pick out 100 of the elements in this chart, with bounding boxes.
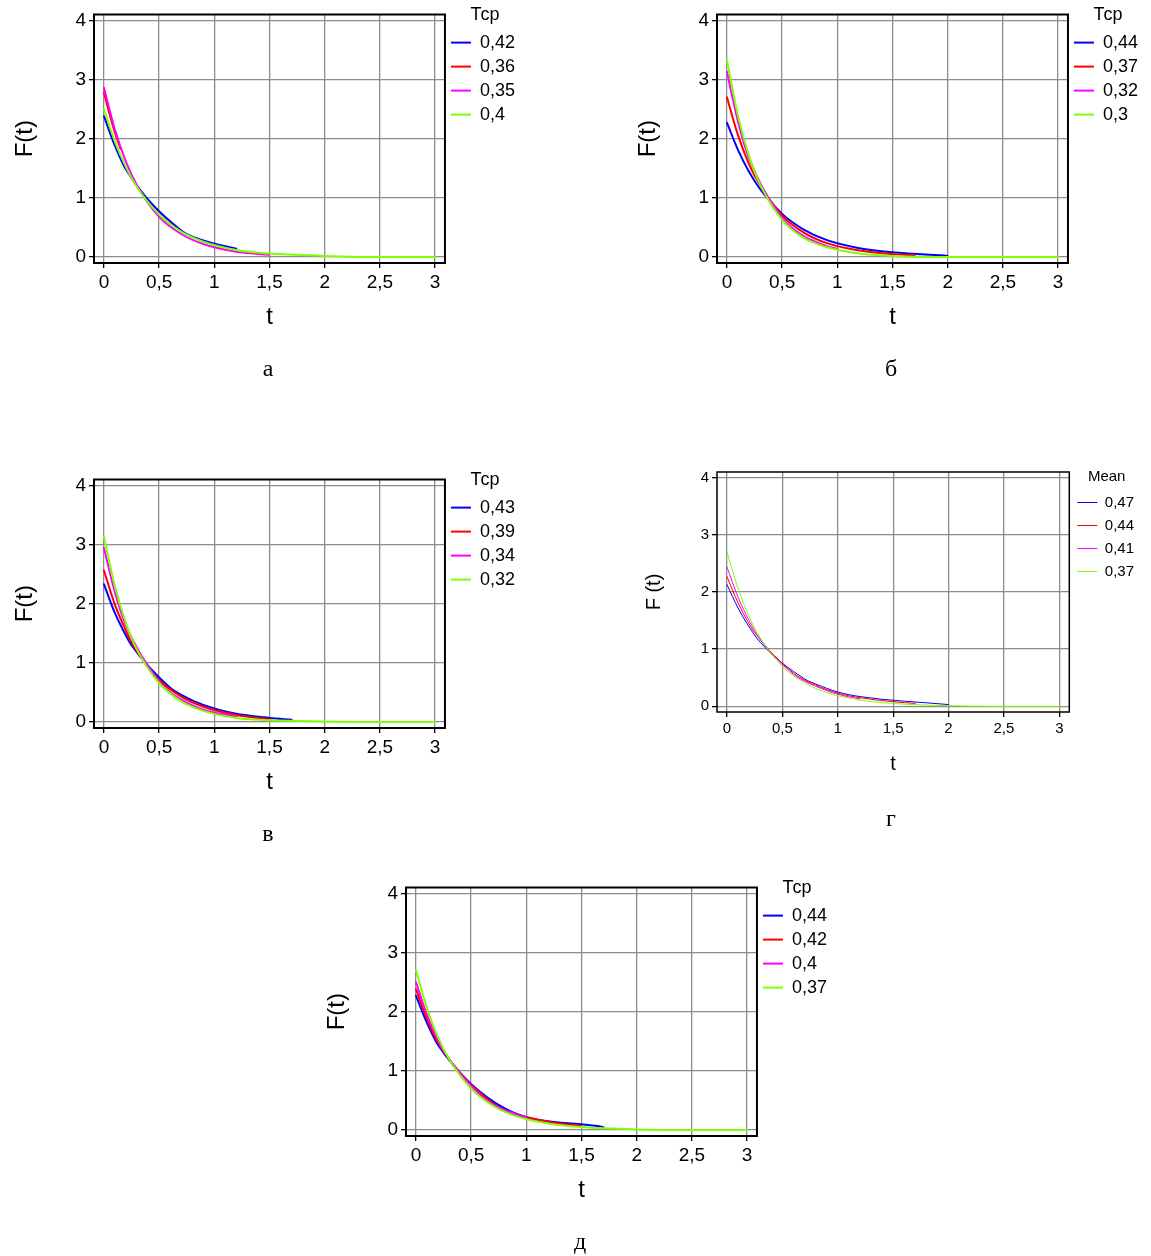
y-tick-label: 3 <box>387 940 398 962</box>
y-tick-label: 4 <box>387 881 399 903</box>
x-tick-label: 0 <box>410 1143 422 1165</box>
x-tick-label: 1,5 <box>882 719 904 737</box>
line-series <box>102 108 437 259</box>
x-tick-label: 0,5 <box>771 719 793 737</box>
y-axis-title: F(t) <box>10 585 38 623</box>
x-tick-label: 0,5 <box>768 270 796 292</box>
x-tick-label: 2,5 <box>993 719 1015 737</box>
y-tick-label: 2 <box>698 126 709 148</box>
legend-label: 0,3 <box>1102 103 1128 124</box>
legend-title: Тср <box>782 876 812 897</box>
x-tick-label: 2 <box>319 735 330 757</box>
legend-title: Mean <box>1087 466 1126 484</box>
line-series <box>726 566 861 700</box>
legend-label: 0,44 <box>1102 31 1139 52</box>
x-tick-label: 3 <box>429 270 441 292</box>
line-series <box>725 121 949 257</box>
y-tick-label: 2 <box>75 591 86 613</box>
y-tick-label: 0 <box>700 696 709 714</box>
y-tick-label: 1 <box>698 186 709 208</box>
legend-label: 0,35 <box>479 79 516 100</box>
text: а <box>262 355 274 381</box>
line-series <box>102 547 238 718</box>
x-tick-label: 2,5 <box>678 1143 706 1165</box>
y-tick-label: 0 <box>387 1118 398 1140</box>
line-series <box>725 70 839 250</box>
legend-label: 0,37 <box>1102 55 1139 76</box>
y-axis-title: F(t) <box>322 993 350 1031</box>
y-tick-label: 2 <box>75 126 86 148</box>
x-tick-label: 2,5 <box>366 270 394 292</box>
y-tick-label: 1 <box>387 1059 398 1081</box>
legend-label: 0,37 <box>791 976 828 997</box>
x-axis-title: t <box>578 1175 586 1203</box>
x-tick-label: 1 <box>209 735 220 757</box>
line-series <box>725 96 916 257</box>
y-tick-label: 3 <box>75 67 86 89</box>
x-tick-label: 1 <box>832 270 843 292</box>
y-tick-label: 4 <box>75 473 87 495</box>
text: г <box>886 805 896 831</box>
line-series <box>725 58 1060 259</box>
x-tick-label: 1 <box>521 1143 532 1165</box>
x-axis-title: t <box>266 302 274 330</box>
x-tick-label: 2 <box>631 1143 642 1165</box>
x-tick-label: 3 <box>1052 270 1064 292</box>
legend-label: 0,36 <box>479 55 516 76</box>
legend-label: 0,44 <box>791 904 828 925</box>
x-tick-label: 1,5 <box>256 735 283 757</box>
x-tick-label: 0,5 <box>457 1143 485 1165</box>
legend-title: Тср <box>470 3 500 24</box>
y-tick-label: 0 <box>698 245 709 267</box>
legend-title: Тср <box>1093 3 1123 24</box>
y-tick-label: 3 <box>75 532 86 554</box>
y-tick-label: 4 <box>698 8 710 30</box>
text: д <box>573 1228 587 1254</box>
x-tick-label: 1,5 <box>256 270 283 292</box>
legend-label: 0,32 <box>1102 79 1139 100</box>
y-tick-label: 1 <box>75 651 86 673</box>
x-tick-label: 3 <box>429 735 441 757</box>
legend-label: 0,39 <box>479 520 516 541</box>
legend-label: 0,42 <box>791 928 828 949</box>
legend-label: 0,34 <box>479 544 516 565</box>
x-tick-label: 0 <box>721 270 733 292</box>
y-axis-title: F(t) <box>633 120 661 158</box>
line-series <box>726 576 916 704</box>
x-axis-title: t <box>266 767 274 795</box>
x-tick-label: 1,5 <box>879 270 906 292</box>
x-tick-label: 2 <box>319 270 330 292</box>
y-tick-label: 3 <box>698 67 709 89</box>
legend-label: 0,44 <box>1104 515 1135 533</box>
legend-label: 0,42 <box>479 31 516 52</box>
y-axis-title: F (t) <box>641 573 664 611</box>
line-series <box>414 969 749 1132</box>
x-tick-label: 2,5 <box>366 735 394 757</box>
legend-label: 0,43 <box>479 496 516 517</box>
y-tick-label: 0 <box>75 245 86 267</box>
y-tick-label: 3 <box>700 525 709 542</box>
line-series <box>726 584 950 706</box>
text: б <box>884 355 898 381</box>
y-tick-label: 4 <box>700 467 709 485</box>
x-tick-label: 1,5 <box>568 1143 595 1165</box>
legend-label: 0,4 <box>791 952 817 973</box>
x-tick-label: 1 <box>209 270 220 292</box>
line-series <box>102 583 293 721</box>
x-tick-label: 0 <box>722 719 732 737</box>
legend-label: 0,41 <box>1104 538 1135 556</box>
line-series <box>102 115 238 250</box>
line-series <box>414 981 528 1119</box>
x-axis-title: t <box>889 302 897 330</box>
text: в <box>262 820 274 846</box>
legend-label: 0,32 <box>479 568 516 589</box>
line-series <box>102 535 437 724</box>
y-axis-title: F(t) <box>10 120 38 158</box>
line-series <box>102 91 122 150</box>
x-tick-label: 0 <box>98 270 110 292</box>
legend-label: 0,37 <box>1104 561 1135 579</box>
x-tick-label: 2,5 <box>989 270 1017 292</box>
x-tick-label: 2 <box>942 270 953 292</box>
x-tick-label: 2 <box>944 719 953 737</box>
x-axis-title: t <box>890 751 897 774</box>
